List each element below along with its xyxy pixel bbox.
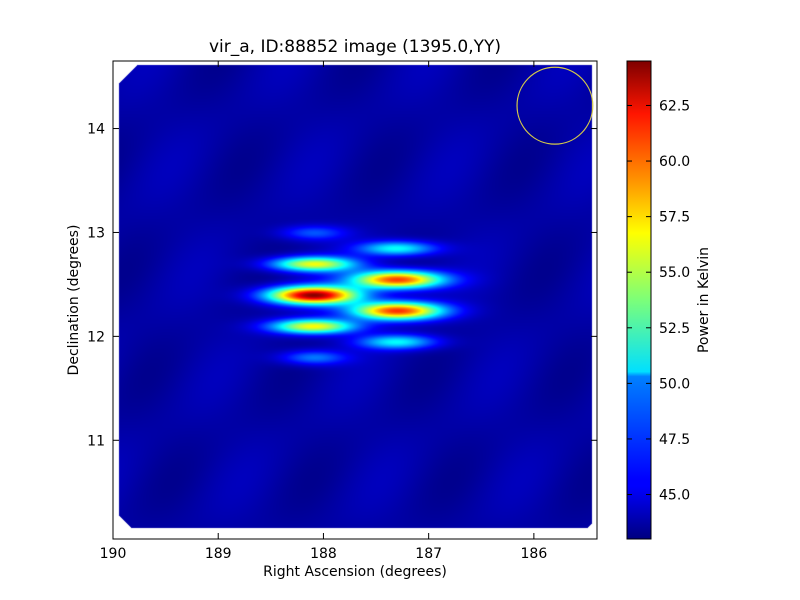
colorbar-tick-label: 52.5 — [659, 321, 690, 337]
colorbar-tick-label: 47.5 — [659, 432, 690, 448]
colorbar-tick-label: 62.5 — [659, 98, 690, 114]
colorbar-tick-label: 50.0 — [659, 376, 690, 392]
x-tick-label: 188 — [310, 546, 337, 562]
colorbar-tick-label: 57.5 — [659, 210, 690, 226]
beam-circle — [516, 66, 594, 145]
colorbar-tick-label: 60.0 — [659, 154, 690, 170]
plot-frame — [112, 60, 598, 540]
x-tick-label: 190 — [100, 546, 127, 562]
colorbar-ticks: 45.0 47.5 50.0 52.5 55.0 57.5 60.0 62.5 — [627, 98, 690, 504]
x-tick-label: 186 — [521, 546, 548, 562]
y-axis-ticks: 11 12 13 14 — [87, 122, 597, 449]
y-tick-label: 13 — [87, 225, 105, 241]
y-tick-label: 12 — [87, 329, 105, 345]
colorbar-tick-label: 45.0 — [659, 488, 690, 504]
chart-title: vir_a, ID:88852 image (1395.0,YY) — [209, 37, 501, 57]
colorbar-label: Power in Kelvin — [696, 247, 712, 353]
heatmap-image — [113, 61, 597, 539]
y-tick-label: 11 — [87, 433, 105, 449]
y-axis-label: Declination (degrees) — [66, 225, 82, 376]
heatmap-raster — [113, 61, 597, 539]
x-axis-ticks: 190 189 188 187 186 — [100, 61, 548, 562]
y-tick-label: 14 — [87, 122, 105, 138]
colorbar-tick-label: 55.0 — [659, 265, 690, 281]
x-tick-label: 187 — [415, 546, 442, 562]
x-tick-label: 189 — [205, 546, 232, 562]
colorbar — [626, 60, 652, 540]
x-axis-label: Right Ascension (degrees) — [263, 564, 447, 580]
